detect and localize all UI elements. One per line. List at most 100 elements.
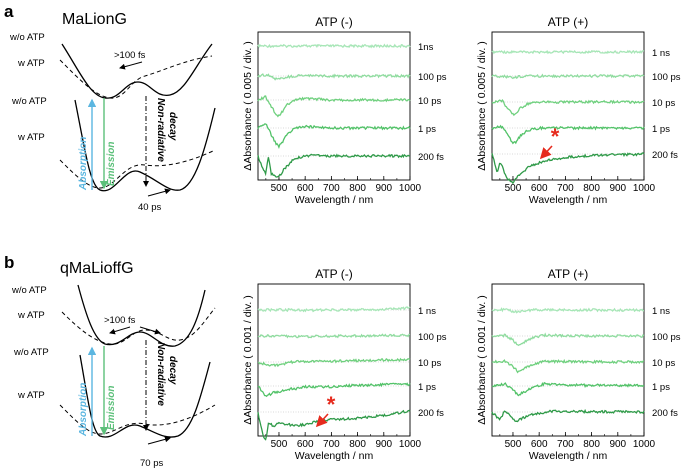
a-time-lower: 40 ps: [138, 202, 161, 213]
series-label: 200 fs: [418, 152, 444, 163]
panel-a-title: MaLionG: [62, 11, 127, 28]
series-line-1: [491, 73, 645, 80]
x-axis-label: Wavelength / nm: [529, 194, 608, 206]
b-emission-label: Emission: [106, 386, 117, 430]
x-tick-label: 900: [375, 183, 392, 194]
a-label-w-atp-bottom: w ATP: [17, 132, 45, 143]
x-tick-label: 700: [323, 439, 340, 450]
a-time-upper: >100 fs: [114, 50, 146, 61]
series-line-4: [257, 153, 411, 178]
series-label: 1 ns: [418, 306, 436, 317]
chart-a_minus: ATP (-) 500 600 700 800 900 1000 Wavelength / n…: [242, 15, 447, 206]
x-tick-label: 700: [323, 183, 340, 194]
a-arrow-upper-time: [119, 61, 143, 70]
panel-b-energy-diagram: w/o ATP w ATP w/o ATP w ATP >100 fs Abso…: [11, 284, 216, 469]
series-label: 200 fs: [652, 150, 678, 161]
b-time-lower: 70 ps: [140, 458, 163, 469]
a-ground-curve-w-atp: [59, 149, 216, 189]
series-line-2: [257, 95, 411, 118]
series-label: 100 ps: [418, 332, 447, 343]
annotation-arrow: [539, 145, 553, 160]
b-label-w-atp-bottom: w ATP: [17, 390, 45, 401]
a-excited-curve-w-atp: [59, 55, 213, 99]
series-label: 1 ns: [652, 306, 670, 317]
b-excited-curve-wo-atp: [77, 284, 206, 347]
series-line-4: [257, 409, 411, 441]
plot-frame: [491, 31, 645, 181]
series-label: 10 ps: [418, 96, 441, 107]
series-label: 100 ps: [418, 72, 447, 83]
x-tick-label: 500: [271, 183, 288, 194]
b-time-upper: >100 fs: [104, 315, 136, 326]
x-tick-label: 600: [297, 183, 314, 194]
x-tick-label: 600: [531, 439, 548, 450]
plot-frame: [257, 283, 411, 437]
x-tick-label: 900: [609, 439, 626, 450]
b-absorption-label: Absorption: [78, 383, 89, 437]
series-label: 1 ps: [418, 124, 436, 135]
x-tick-label: 600: [297, 439, 314, 450]
b-decay-line2: decay: [167, 356, 178, 385]
series-label: 1 ns: [652, 48, 670, 59]
y-axis-label: ΔAbsorbance ( 0.005 / div. ): [476, 41, 488, 170]
panel-b-letter: b: [4, 253, 14, 272]
b-ground-curve-w-atp: [59, 404, 216, 435]
a-emission-label: Emission: [106, 142, 117, 186]
a-absorption-label: Absorption: [78, 137, 89, 191]
plot-frame: [491, 283, 645, 437]
series-line-0: [257, 43, 411, 49]
series-line-1: [257, 73, 411, 81]
plot-frame: [257, 31, 411, 181]
x-tick-label: 900: [609, 183, 626, 194]
x-tick-label: 500: [271, 439, 288, 450]
a-decay-line1: Non-radiative: [155, 98, 166, 162]
series-label: 200 fs: [418, 408, 444, 419]
x-tick-label: 1000: [633, 439, 656, 450]
series-line-4: [491, 408, 645, 423]
series-label: 1ns: [418, 42, 434, 53]
b-label-w-atp-top: w ATP: [17, 310, 45, 321]
annotation-asterisk: *: [327, 392, 336, 417]
b-decay-line1: Non-radiative: [155, 342, 166, 406]
series-line-3: [491, 381, 644, 397]
b-excited-curve-w-atp: [61, 307, 216, 345]
series-line-0: [257, 306, 411, 313]
a-decay-line2: decay: [167, 112, 178, 141]
x-tick-label: 800: [349, 439, 366, 450]
x-tick-label: 1000: [399, 439, 422, 450]
chart-title: ATP (-): [315, 267, 353, 281]
series-line-2: [491, 358, 645, 374]
b-label-wo-atp-bottom: w/o ATP: [13, 347, 49, 358]
y-axis-label: ΔAbsorbance ( 0.001 / div. ): [242, 295, 254, 424]
x-tick-label: 700: [557, 183, 574, 194]
series-line-1: [257, 333, 411, 339]
series-line-1: [491, 332, 645, 347]
x-tick-label: 900: [375, 439, 392, 450]
series-label: 10 ps: [652, 98, 675, 109]
x-tick-label: 1000: [633, 183, 656, 194]
x-tick-label: 800: [349, 183, 366, 194]
x-axis-label: Wavelength / nm: [295, 450, 374, 462]
series-line-4: [491, 152, 645, 185]
a-label-wo-atp-top: w/o ATP: [9, 32, 45, 43]
series-line-3: [257, 382, 411, 398]
x-tick-label: 500: [505, 183, 522, 194]
series-line-2: [257, 357, 411, 368]
series-label: 10 ps: [652, 358, 675, 369]
b-arrow-upper-time-left: [109, 326, 131, 335]
chart-title: ATP (-): [315, 15, 353, 29]
x-axis-label: Wavelength / nm: [295, 194, 374, 206]
b-arrow-upper-time-right: [139, 326, 161, 335]
chart-b_plus: ATP (+) 500 600 700 800 900 1000 Wavelength / n…: [476, 267, 681, 462]
series-line-0: [491, 307, 645, 314]
x-tick-label: 800: [583, 183, 600, 194]
annotation-arrow: [315, 413, 329, 428]
series-label: 10 ps: [418, 358, 441, 369]
series-label: 100 ps: [652, 332, 681, 343]
x-tick-label: 600: [531, 183, 548, 194]
series-line-3: [257, 123, 411, 150]
x-axis-label: Wavelength / nm: [529, 450, 608, 462]
series-label: 1 ps: [652, 124, 670, 135]
